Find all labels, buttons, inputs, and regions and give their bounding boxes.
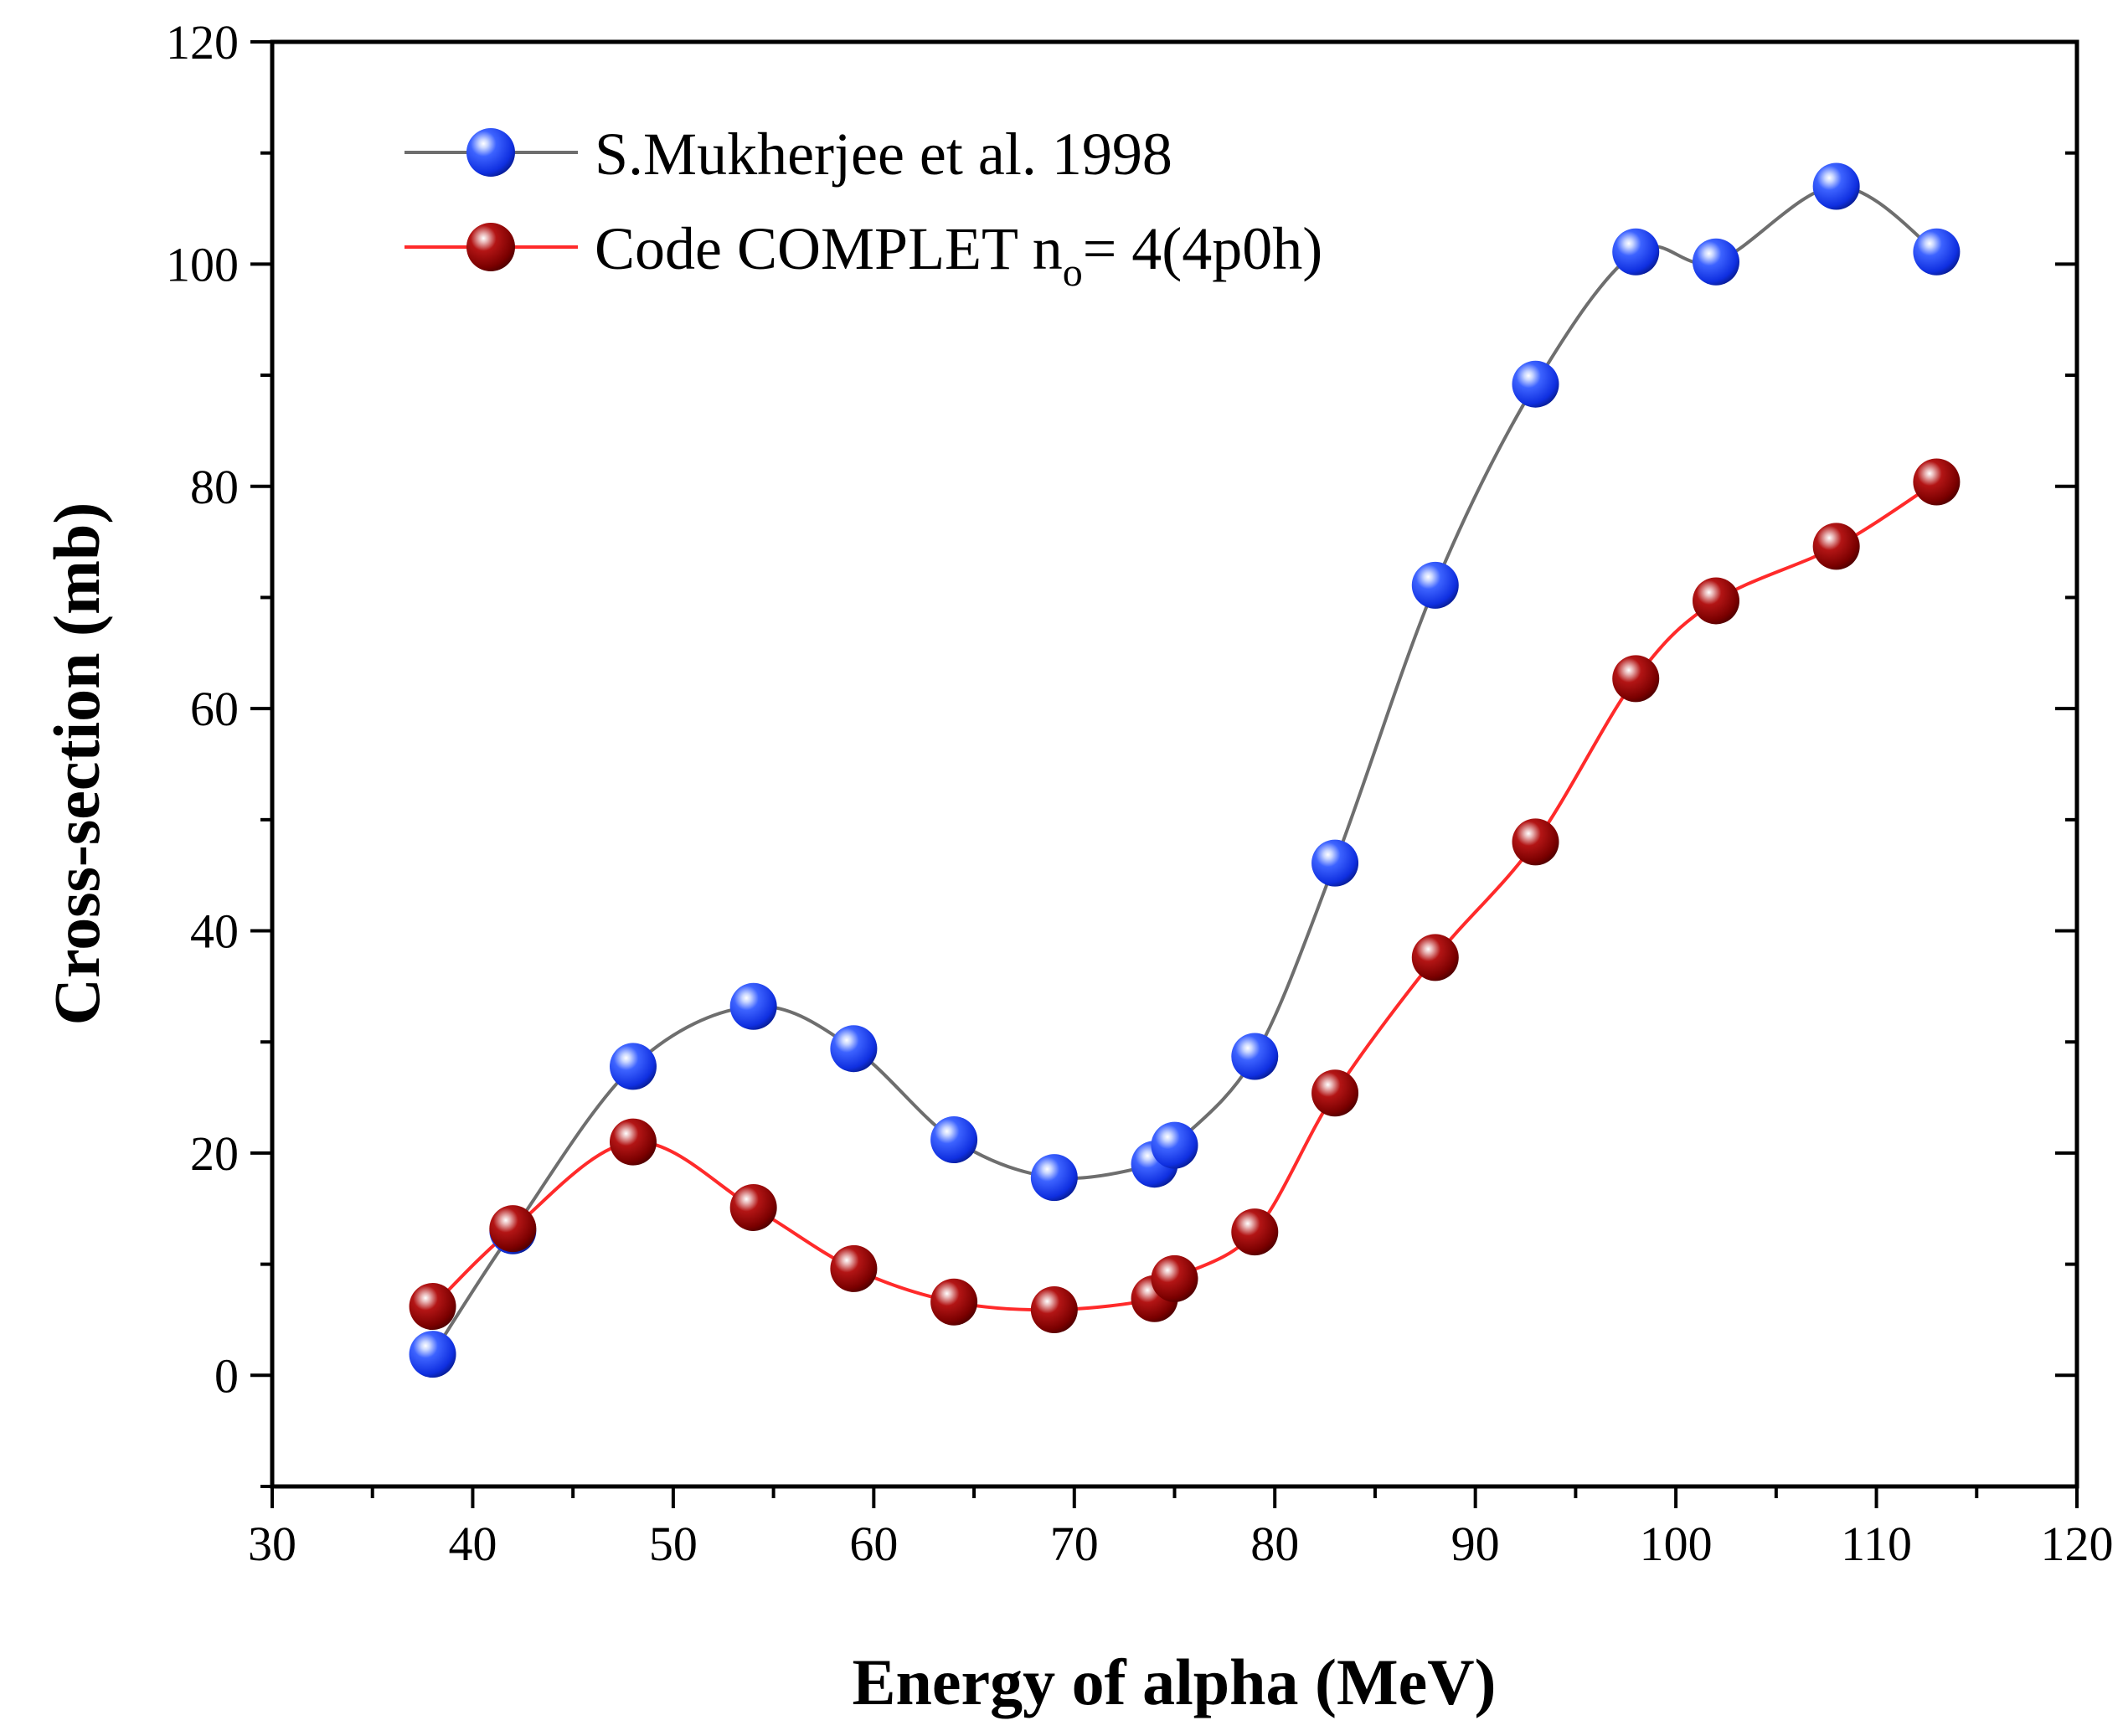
x-tick-label: 40 [448, 1517, 497, 1571]
x-axis-ticks: 30 40 50 60 70 80 90 100 110 120 [248, 1486, 2114, 1571]
series-1-point [1231, 1033, 1279, 1080]
series-1-point [1512, 360, 1559, 408]
series-2-point [729, 1183, 777, 1231]
series-2-point [1612, 655, 1660, 703]
legend-marker-series-1 [466, 128, 515, 177]
x-tick-label: 80 [1250, 1517, 1299, 1571]
legend-marker-series-2 [466, 223, 515, 271]
y-tick-label: 40 [190, 904, 239, 959]
y-tick-label: 120 [166, 15, 239, 70]
series-2-point [830, 1244, 878, 1292]
series-1-point [830, 1025, 878, 1073]
series-2-point [930, 1278, 978, 1326]
series-2-point [1030, 1286, 1078, 1334]
x-tick-label: 50 [649, 1517, 698, 1571]
series-1-point [1612, 228, 1660, 276]
legend-label-series-1: S.Mukherjee et al. 1998 [595, 121, 1172, 188]
series-1-point [1693, 238, 1739, 286]
x-axis-title: Energy of alpha (MeV) [852, 1646, 1496, 1718]
legend-label-series-2-subscript: o [1063, 250, 1083, 295]
y-tick-label: 20 [190, 1126, 239, 1181]
series-2-point [1693, 577, 1739, 625]
series-1-point [1411, 561, 1459, 609]
series-1-point [1311, 839, 1359, 887]
series-2-point [610, 1118, 657, 1166]
x-tick-label: 110 [1841, 1517, 1912, 1571]
y-tick-label: 60 [190, 682, 239, 736]
series-1-point [1030, 1154, 1078, 1202]
legend: S.Mukherjee et al. 1998 Code COMPLET no=… [405, 121, 1322, 295]
legend-label-series-2: Code COMPLET no= 4(4p0h) [595, 215, 1322, 295]
series-2-point [409, 1283, 456, 1331]
x-tick-label: 30 [248, 1517, 296, 1571]
series-lines [430, 184, 1938, 1356]
x-tick-label: 70 [1050, 1517, 1099, 1571]
y-tick-label: 0 [214, 1348, 239, 1403]
series-1-point [1913, 228, 1961, 276]
series-1-point [930, 1116, 978, 1163]
x-tick-label: 90 [1451, 1517, 1500, 1571]
series-1-point [729, 982, 777, 1030]
legend-label-series-2-main: Code COMPLET n [595, 215, 1063, 282]
series-markers [409, 162, 1961, 1378]
series-2-point [1231, 1208, 1279, 1256]
series-1-point [1812, 162, 1860, 210]
series-2-point [1311, 1069, 1359, 1117]
series-1-point [409, 1331, 456, 1378]
y-axis-ticks: 0 20 40 60 80 100 120 [166, 15, 2077, 1488]
series-2-point [1812, 523, 1860, 570]
series-2-point [1411, 934, 1459, 981]
series-1-line [430, 184, 1938, 1356]
series-1-point [1151, 1121, 1198, 1169]
x-tick-label: 100 [1640, 1517, 1713, 1571]
y-axis-title: Cross-section (mb) [40, 502, 113, 1026]
x-tick-label: 60 [849, 1517, 898, 1571]
series-2-point [1913, 458, 1961, 506]
series-2-point [1512, 818, 1559, 866]
y-tick-label: 100 [166, 237, 239, 291]
series-2-point [1151, 1254, 1198, 1302]
y-tick-label: 80 [190, 460, 239, 514]
series-1-point [610, 1043, 657, 1090]
x-tick-label: 120 [2041, 1517, 2114, 1571]
series-2-point [489, 1205, 537, 1253]
legend-label-series-2-suffix: = 4(4p0h) [1083, 215, 1323, 282]
series-2-line [431, 480, 1938, 1312]
